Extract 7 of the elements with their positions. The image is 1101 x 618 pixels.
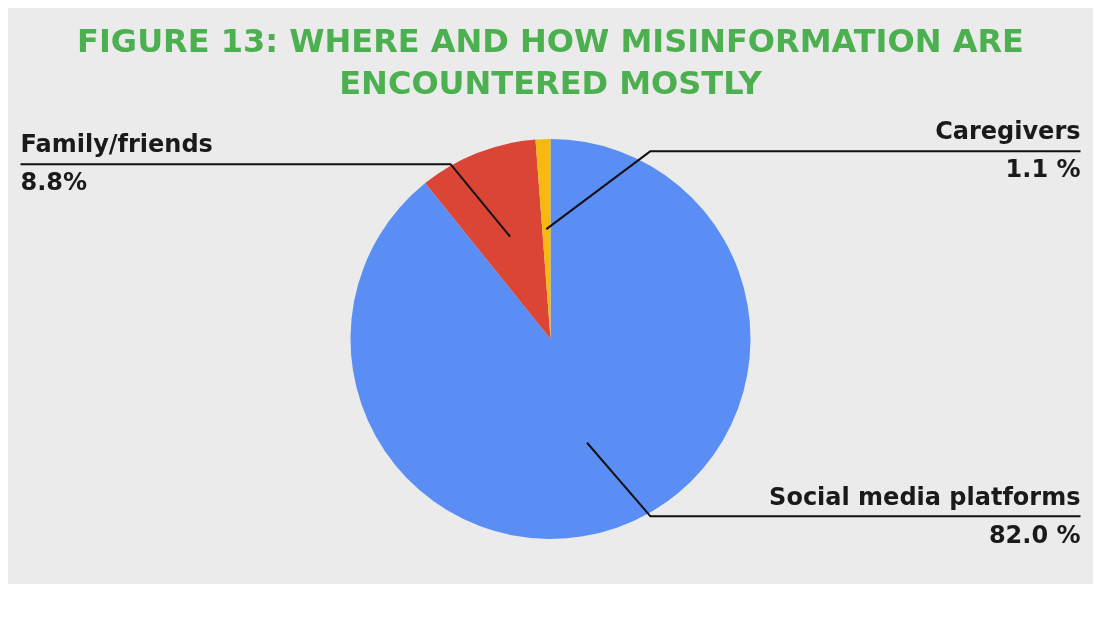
slice-label: Family/friends: [20, 130, 213, 159]
data-label: 1.1 %: [1005, 155, 1081, 184]
slice-label: Caregivers: [935, 117, 1081, 146]
chart-title: FIGURE 13: WHERE AND HOW MISINFORMATION ARE ENCOUNTERED MOSTLY: [76, 21, 1025, 104]
data-label: 8.8%: [20, 168, 88, 197]
data-label: 82.0 %: [988, 520, 1081, 549]
slice-label: Social media platforms: [769, 482, 1081, 511]
